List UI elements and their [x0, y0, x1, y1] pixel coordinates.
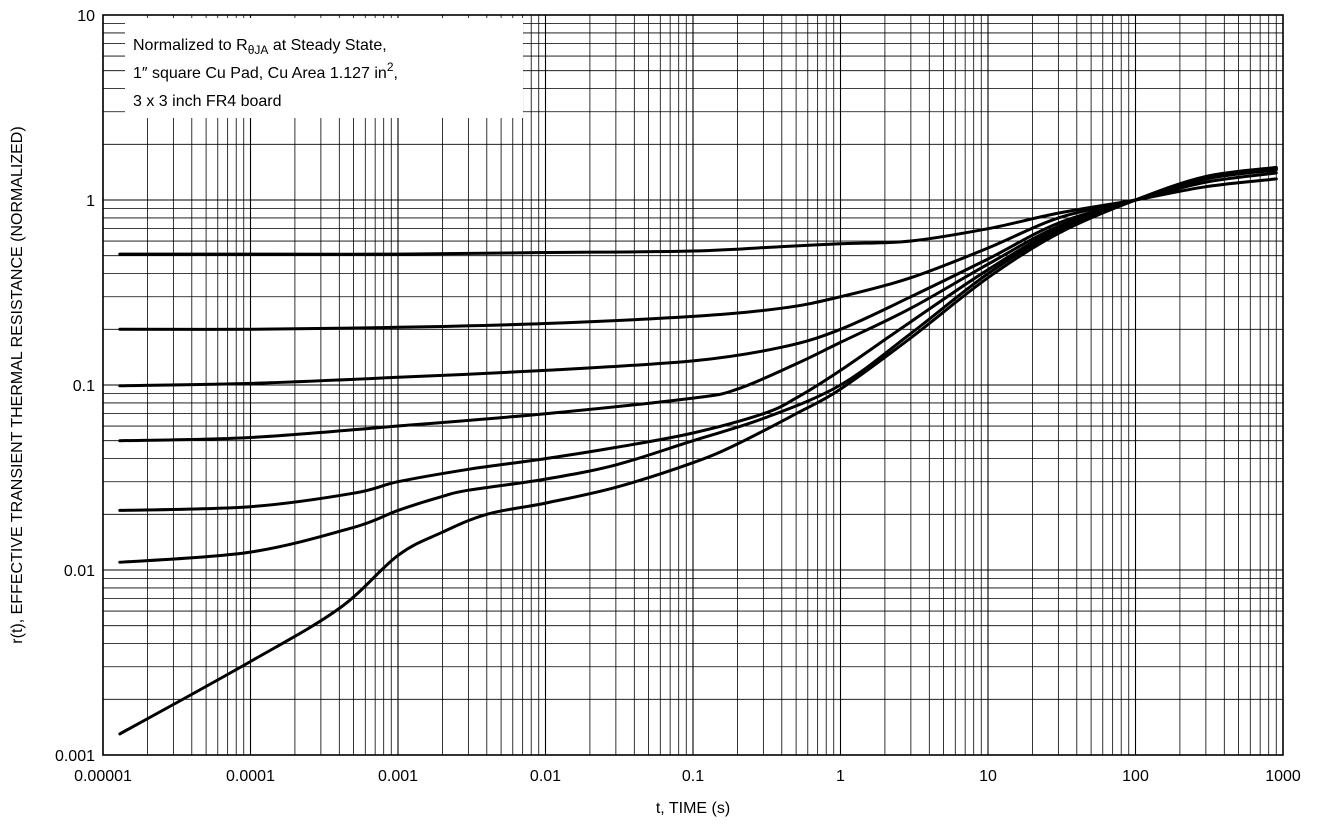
curve-line-6 [118, 166, 1278, 564]
x-tick-label: 0.001 [378, 768, 418, 785]
x-tick-label: 0.00001 [74, 768, 132, 785]
x-tick-label: 10 [979, 768, 997, 785]
x-tick-label: 1 [836, 768, 845, 785]
annotation-box: Normalized to RθJA at Steady State, 1″ s… [125, 18, 523, 118]
y-tick-label: 0.01 [64, 563, 95, 580]
y-tick-label: 10 [77, 8, 95, 25]
x-tick-label: 0.01 [530, 768, 561, 785]
x-tick-label: 0.0001 [226, 768, 275, 785]
x-tick-label: 0.1 [682, 768, 704, 785]
annotation-line-1: Normalized to RθJA at Steady State, [133, 37, 387, 57]
y-tick-label: 0.1 [73, 378, 95, 395]
annotation-line-2: 1″ square Cu Pad, Cu Area 1.127 in2, [133, 60, 398, 82]
plot-frame [102, 14, 1284, 756]
curve-line-5 [118, 167, 1278, 512]
x-tick-labels: 0.00001 0.0001 0.001 0.01 0.1 1 10 100 1000 [74, 768, 1301, 785]
x-axis-title: t, TIME (s) [656, 800, 730, 817]
x-tick-label: 1000 [1265, 768, 1301, 785]
annotation-background [125, 18, 523, 118]
curve-group [118, 165, 1278, 736]
y-axis-title: r(t), EFFECTIVE TRANSIENT THERMAL RESIST… [9, 126, 26, 643]
y-tick-labels: 0.001 0.01 0.1 1 10 [55, 8, 95, 765]
curve-line-7 [118, 165, 1278, 736]
annotation-line-3: 3 x 3 inch FR4 board [133, 93, 282, 110]
y-tick-label: 0.001 [55, 748, 95, 765]
x-tick-label: 100 [1122, 768, 1149, 785]
y-tick-label: 1 [86, 193, 95, 210]
